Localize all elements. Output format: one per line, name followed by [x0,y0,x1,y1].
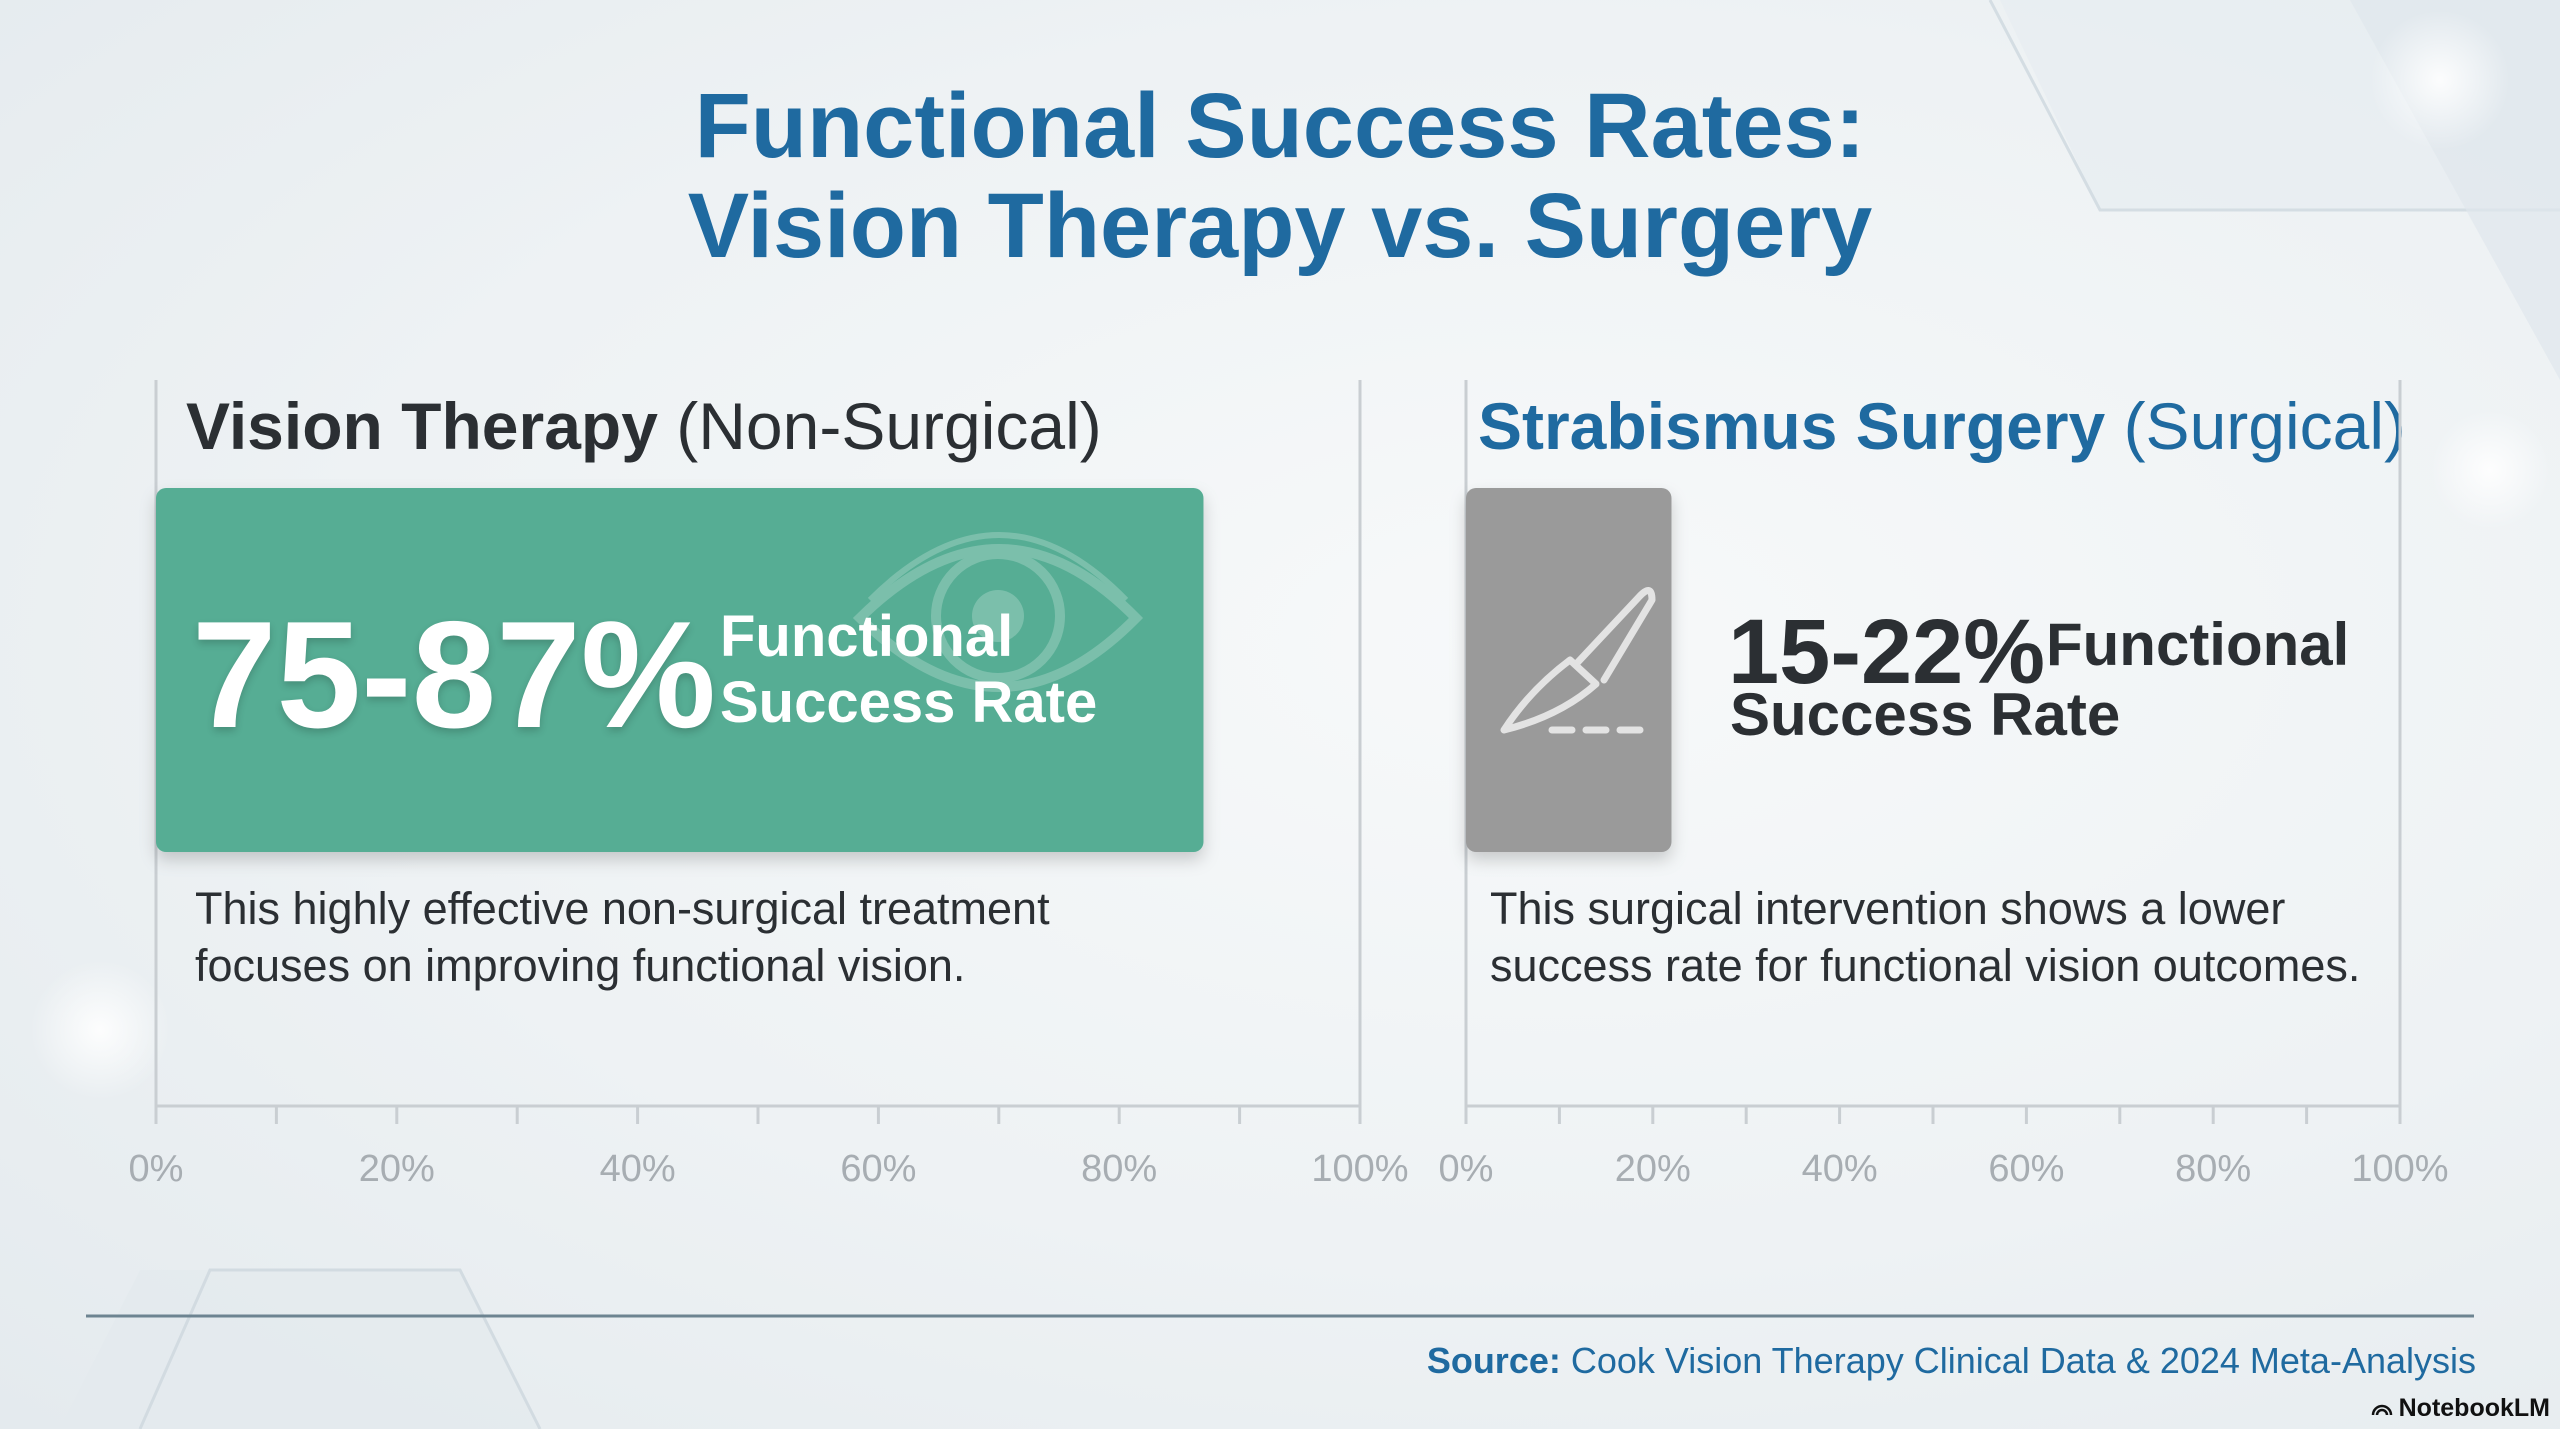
therapy-ticks [154,1106,1362,1124]
chart-title-line-2: Vision Therapy vs. Surgery [687,175,1873,277]
surgery-ticks [1464,1106,2402,1124]
surgery-caption-line-2: Success Rate [1730,681,2121,748]
surgery-tick-label: 20% [1614,1148,1691,1190]
therapy-caption-line-1: Functional [720,604,1014,669]
surgery-tick-label: 60% [1988,1148,2065,1190]
surgery-bar [1466,488,1672,852]
therapy-heading-strong: Vision Therapy [186,389,658,463]
brand-label: NotebookLM [2398,1394,2550,1422]
source-note: Source: Cook Vision Therapy Clinical Dat… [1427,1340,2476,1382]
surgery-heading: Strabismus Surgery (Surgical) [1478,386,2406,466]
therapy-bar [156,488,1204,852]
therapy-tick-label: 60% [840,1148,917,1190]
surgery-tick-label: 100% [2351,1148,2449,1190]
therapy-heading: Vision Therapy (Non-Surgical) [186,386,1102,466]
surgery-tick-label: 40% [1801,1148,1878,1190]
therapy-tick-label: 20% [358,1148,435,1190]
therapy-tick-label: 80% [1081,1148,1158,1190]
surgery-description: This surgical intervention shows a lower… [1490,883,2361,991]
surgery-heading-light: (Surgical) [2123,389,2406,463]
therapy-tick-label: 40% [599,1148,676,1190]
scalpel-icon [1500,587,1656,734]
therapy-value-label: 75-87% [192,590,716,760]
surgery-tick-label: 0% [1438,1148,1494,1190]
brand-mark: NotebookLM [2371,1394,2550,1423]
chart-title-line-1: Functional Success Rates: [694,75,1866,177]
notebooklm-logo-icon [2371,1405,2392,1416]
eye-icon [852,532,1144,692]
therapy-heading-light: (Non-Surgical) [676,389,1102,463]
therapy-description: This highly effective non-surgical treat… [195,883,1050,991]
source-text: Cook Vision Therapy Clinical Data & 2024… [1570,1340,2476,1381]
surgery-heading-strong: Strabismus Surgery [1478,389,2106,463]
therapy-caption: Functional Success Rate [720,604,1200,736]
therapy-tick-label: 100% [1311,1148,1409,1190]
surgery-value-label: 15-22% [1728,601,2046,703]
therapy-tick-label: 0% [128,1148,184,1190]
surgery-caption-line-1: Functional [2046,611,2350,678]
therapy-caption-line-2: Success Rate [720,670,1098,735]
source-label: Source: [1426,1340,1561,1381]
surgery-tick-label: 80% [2175,1148,2252,1190]
